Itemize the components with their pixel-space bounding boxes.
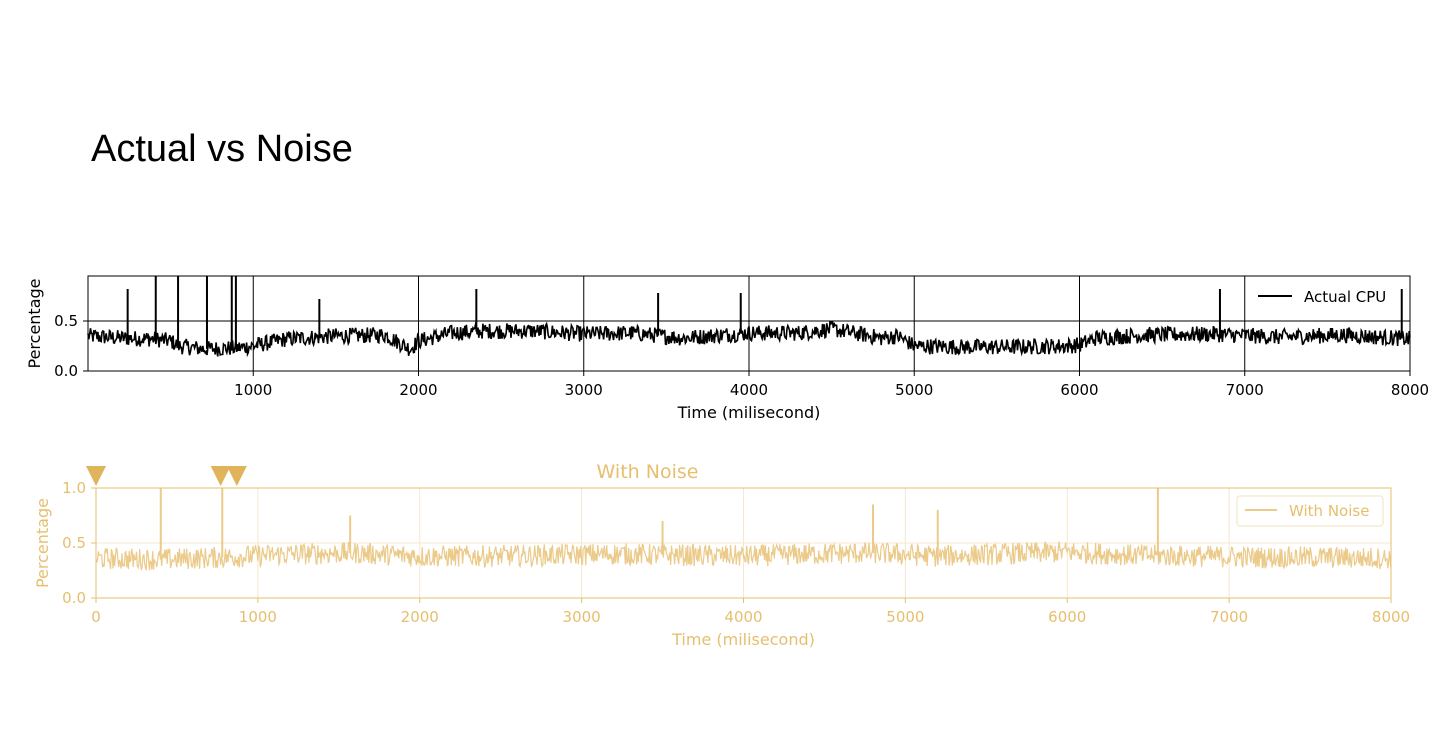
with-noise-chart-title: With Noise	[597, 461, 699, 483]
x-tick-label: 2000	[401, 608, 439, 626]
y-tick-label: 0.0	[62, 589, 86, 607]
actual-cpu-x-axis: 1000 2000 3000 4000 5000 6000 7000 8000	[234, 371, 1429, 399]
y-tick-label: 0.5	[62, 534, 86, 552]
with-noise-x-axis-label: Time (milisecond)	[671, 630, 815, 649]
with-noise-spikes	[159, 488, 1159, 560]
slide-title: Actual vs Noise	[91, 128, 353, 170]
with-noise-line	[95, 541, 1392, 571]
with-noise-chart: With Noise 0 1000 2000 3000 4000 5000 6000 7000…	[33, 461, 1410, 649]
x-tick-label: 3000	[563, 608, 601, 626]
x-tick-label: 5000	[886, 608, 924, 626]
with-noise-grid	[96, 488, 1391, 598]
with-noise-y-axis: 0.0 0.5 1.0	[62, 479, 96, 607]
x-tick-label: 7000	[1210, 608, 1248, 626]
with-noise-legend-box	[1236, 495, 1384, 527]
actual-cpu-y-axis-label: Percentage	[25, 278, 44, 368]
outlier-marker-icon	[86, 466, 106, 486]
x-tick-label: 3000	[565, 381, 603, 399]
with-noise-x-axis: 0 1000 2000 3000 4000 5000 6000 7000 8000	[91, 598, 1410, 626]
x-tick-label: 4000	[730, 381, 768, 399]
x-tick-label: 4000	[724, 608, 762, 626]
actual-cpu-grid	[88, 276, 1410, 371]
x-tick-label: 2000	[399, 381, 437, 399]
x-tick-label: 7000	[1226, 381, 1264, 399]
x-tick-label: 6000	[1048, 608, 1086, 626]
outlier-marker-icon	[226, 466, 247, 486]
actual-cpu-legend: Actual CPU	[1258, 288, 1386, 306]
x-tick-label: 1000	[239, 608, 277, 626]
x-tick-label: 8000	[1372, 608, 1410, 626]
outlier-marker-icon	[210, 466, 231, 486]
with-noise-outlier-markers	[86, 466, 247, 486]
x-tick-label: 1000	[234, 381, 272, 399]
x-tick-label: 8000	[1391, 381, 1429, 399]
y-tick-label: 0.5	[54, 312, 78, 330]
actual-cpu-chart: 1000 2000 3000 4000 5000 6000 7000 8000 0.00.5 …	[25, 275, 1429, 422]
actual-cpu-line	[87, 320, 1411, 358]
with-noise-legend-label: With Noise	[1289, 502, 1369, 520]
y-tick-label: 1.0	[62, 479, 86, 497]
y-tick-label: 0.0	[54, 362, 78, 380]
x-tick-label: 0	[91, 608, 101, 626]
actual-cpu-legend-label: Actual CPU	[1304, 288, 1386, 306]
x-tick-label: 6000	[1060, 381, 1098, 399]
actual-cpu-spikes	[126, 276, 1403, 349]
actual-cpu-y-axis: 0.0 0.5	[54, 312, 88, 380]
actual-cpu-x-axis-label: Time (milisecond)	[677, 403, 821, 422]
with-noise-y-axis-label: Percentage	[33, 498, 52, 588]
x-tick-label: 5000	[895, 381, 933, 399]
with-noise-legend: With Noise	[1236, 495, 1384, 527]
